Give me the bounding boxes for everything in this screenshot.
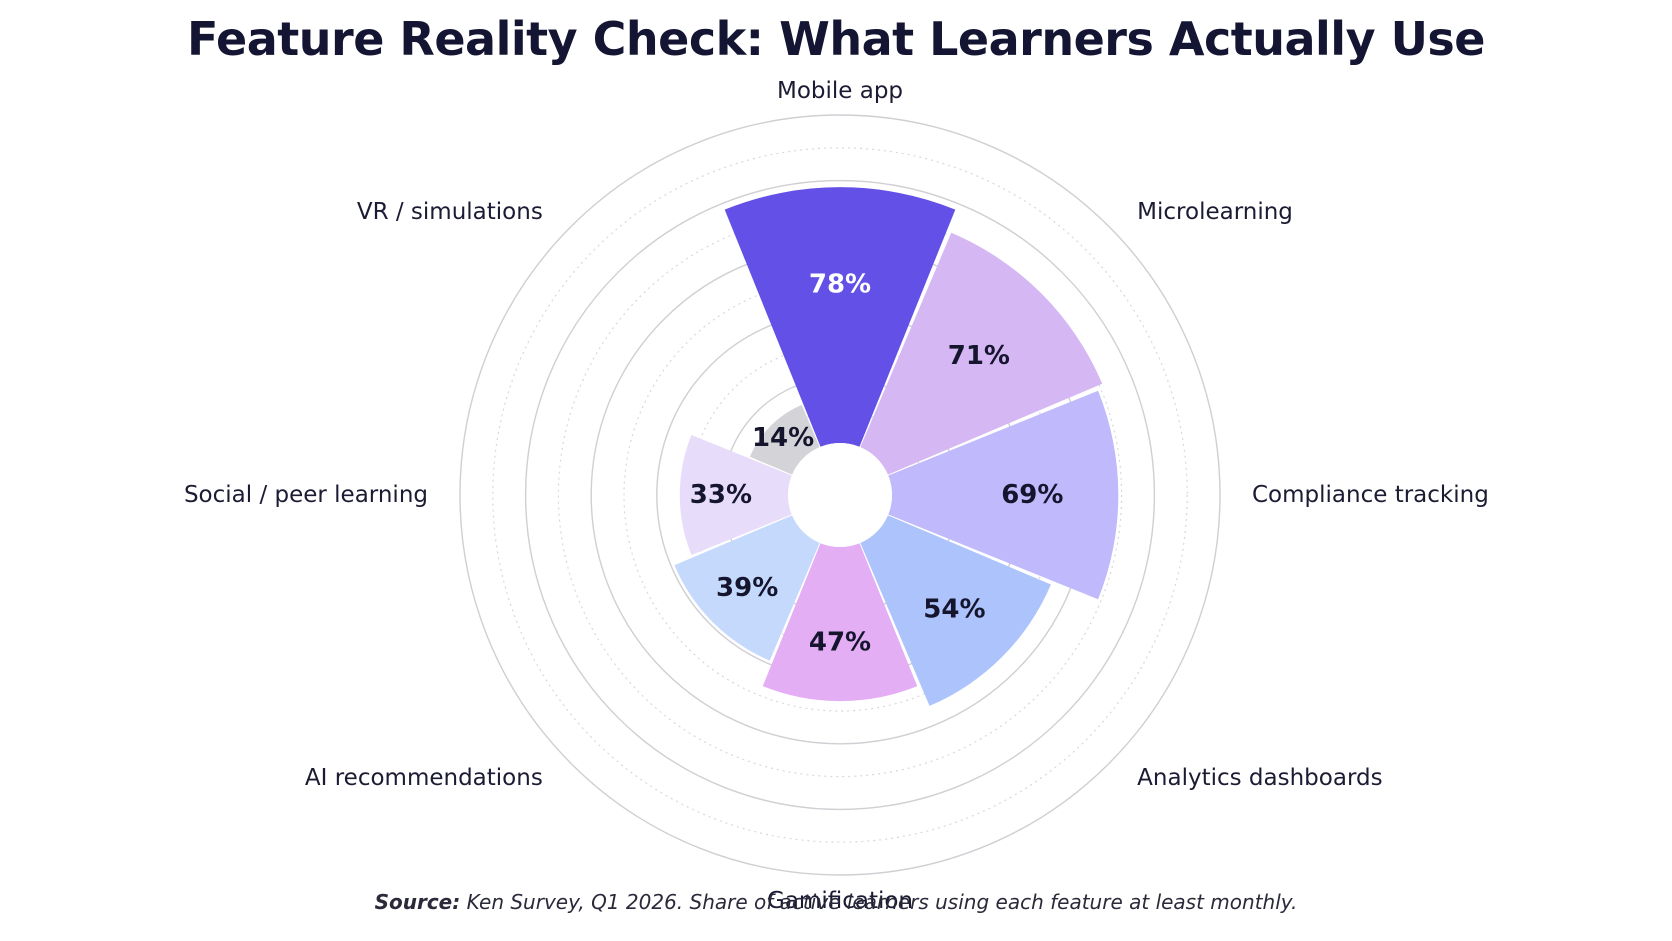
category-label: Gamification (767, 888, 913, 914)
category-label: AI recommendations (305, 765, 543, 791)
center-hole (788, 443, 892, 547)
labels-group: 78% Mobile app 71% Microlearning 69% Complian… (184, 78, 1489, 914)
chart-title: Feature Reality Check: What Learners Act… (187, 12, 1486, 66)
category-label: Analytics dashboards (1137, 765, 1382, 791)
bar-ai-recommendations (674, 515, 820, 661)
bar-gamification (762, 543, 918, 702)
bar-microlearning (860, 232, 1103, 475)
bars-group (674, 187, 1119, 706)
value-label: 69% (1001, 480, 1063, 510)
source-note: Source: Ken Survey, Q1 2026. Share of ac… (0, 890, 1672, 914)
grid-ring (492, 147, 1188, 843)
grid-ring (459, 114, 1221, 876)
category-label: Compliance tracking (1252, 482, 1489, 508)
value-label: 33% (690, 480, 752, 510)
value-label: 71% (948, 341, 1010, 371)
grid-ring (524, 179, 1156, 811)
value-label: 47% (809, 628, 871, 658)
value-label: 14% (752, 423, 814, 453)
bar-mobile-app (724, 187, 956, 447)
category-label: Microlearning (1137, 199, 1293, 225)
source-label: Source: (374, 890, 461, 914)
bar-social-peer-learning (679, 434, 792, 556)
category-label: VR / simulations (357, 199, 543, 225)
bar-compliance-tracking (888, 390, 1119, 600)
source-text: Ken Survey, Q1 2026. Share of active lea… (466, 890, 1298, 914)
category-label: Mobile app (777, 78, 903, 104)
category-label: Social / peer learning (184, 482, 428, 508)
value-label: 39% (716, 573, 778, 603)
bar-vr-simulations (749, 404, 820, 475)
value-label: 54% (923, 594, 985, 624)
bar-analytics-dashboards (860, 515, 1051, 706)
value-label: 78% (809, 269, 871, 299)
